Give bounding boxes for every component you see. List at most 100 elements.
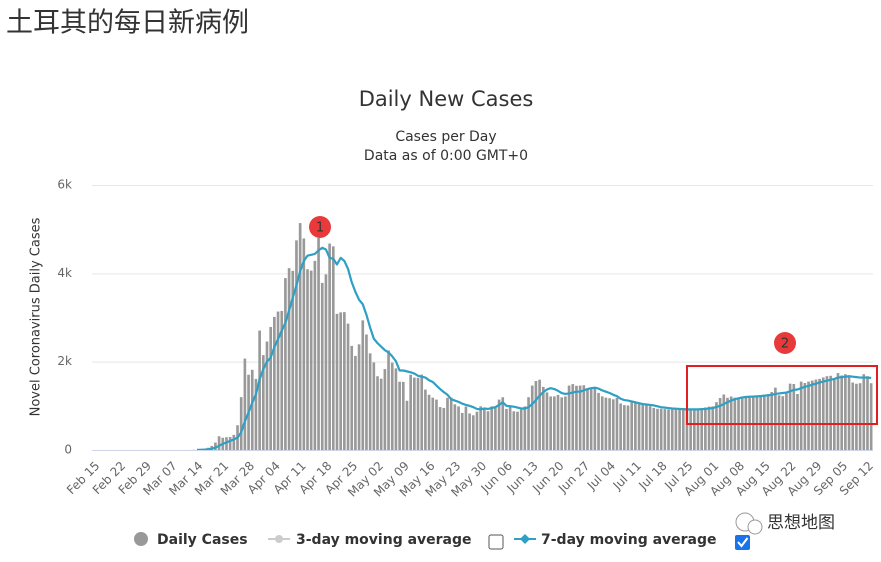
bar: [792, 384, 796, 450]
annotation-box: [686, 365, 878, 425]
bar: [623, 405, 626, 450]
bar: [759, 395, 762, 450]
bar: [847, 375, 851, 450]
bar: [468, 413, 471, 450]
legend-item[interactable]: 7-day moving average: [514, 532, 717, 548]
bar: [416, 377, 420, 450]
bar: [549, 396, 552, 450]
bar: [273, 316, 276, 450]
bar: [302, 238, 306, 450]
x-tick-label: Jul 11: [610, 459, 644, 493]
watermark-icon: [747, 519, 763, 535]
chart-subtitle: Data as of 0:00 GMT+0: [364, 148, 528, 164]
bar: [335, 313, 339, 450]
bar: [803, 382, 807, 450]
checkbox[interactable]: [488, 534, 504, 550]
legend-item[interactable]: 3-day moving average: [268, 532, 472, 548]
legend-item[interactable]: Daily Cases: [134, 532, 248, 548]
bar: [704, 407, 707, 450]
bar: [324, 274, 328, 450]
bar: [390, 362, 394, 450]
bar: [276, 311, 280, 450]
bar: [413, 377, 416, 450]
legend-label: 7-day moving average: [541, 532, 717, 548]
bar: [401, 381, 405, 450]
bar: [818, 378, 821, 450]
bar: [435, 399, 438, 450]
bar: [777, 395, 781, 450]
bar: [545, 392, 549, 450]
bar: [250, 369, 254, 450]
bar: [343, 312, 346, 450]
bar: [810, 380, 814, 450]
bar: [258, 330, 261, 450]
bar: [538, 379, 541, 450]
bar: [438, 407, 442, 450]
bar: [387, 350, 390, 450]
bar: [424, 389, 427, 450]
bar: [494, 406, 497, 450]
annotation: 1: [309, 216, 331, 238]
bar: [442, 407, 446, 450]
bar: [516, 411, 519, 450]
bar: [689, 409, 692, 450]
bar: [755, 395, 759, 450]
bar: [619, 403, 622, 450]
bar: [711, 406, 715, 450]
legend-label: 3-day moving average: [296, 532, 472, 548]
bar: [309, 270, 313, 450]
checkbox[interactable]: [735, 535, 750, 550]
bar: [346, 323, 350, 450]
bar: [825, 376, 829, 450]
bar: [707, 406, 711, 450]
y-tick-label: 4k: [57, 266, 72, 280]
annotation-marker: [309, 216, 331, 238]
bar: [656, 408, 659, 450]
bar: [317, 237, 320, 450]
y-axis-label: Novel Coronavirus Daily Cases: [29, 217, 44, 416]
page-heading: 土耳其的每日新病例: [6, 8, 249, 39]
bar: [814, 379, 818, 450]
bar: [508, 406, 512, 450]
bar: [291, 270, 295, 450]
annotation: 2: [686, 332, 878, 425]
bar: [659, 408, 663, 450]
bar: [365, 334, 368, 450]
annotation-text: 1: [316, 221, 324, 236]
bar: [398, 381, 401, 450]
bar: [527, 397, 530, 450]
bar: [844, 374, 847, 450]
bar: [681, 409, 685, 450]
bar: [785, 392, 788, 450]
bar: [214, 442, 217, 450]
bar: [313, 260, 317, 450]
bar: [287, 268, 291, 450]
bar: [490, 406, 494, 450]
bar: [836, 373, 840, 450]
bar: [840, 375, 844, 450]
bar: [799, 381, 803, 450]
bar: [464, 406, 468, 450]
line: [196, 246, 872, 451]
bar: [486, 411, 490, 450]
checkbox-check: [737, 537, 749, 548]
bar: [372, 362, 376, 450]
bar: [420, 374, 424, 450]
bar: [770, 392, 774, 450]
bar: [626, 405, 630, 450]
bar: [460, 412, 464, 450]
bar: [553, 396, 556, 450]
bar: [328, 243, 331, 450]
bar: [641, 404, 645, 450]
bar: [512, 411, 516, 450]
bar: [774, 387, 777, 450]
bar: [427, 394, 431, 450]
bar: [523, 406, 527, 450]
bar: [405, 400, 409, 450]
legend-marker: [520, 534, 530, 544]
bar: [505, 408, 508, 450]
bar: [582, 385, 586, 450]
bar: [368, 353, 372, 450]
bar: [575, 385, 578, 450]
bar: [361, 320, 365, 450]
